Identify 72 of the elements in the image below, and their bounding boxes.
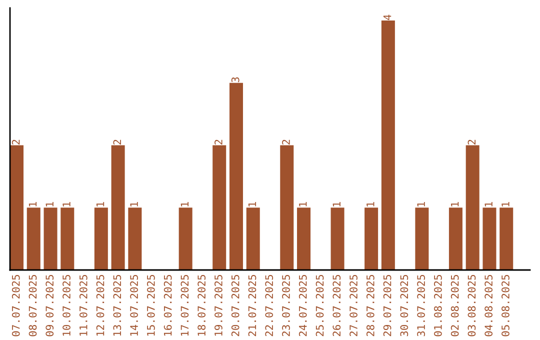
data-label: 2 [12,140,20,144]
x-tick-label: 15.07.2025 [146,275,155,336]
bar [44,208,58,270]
bar [10,145,24,270]
data-label: 2 [468,140,476,144]
bar [280,145,294,270]
bar [330,208,344,270]
x-tick-label: 03.08.2025 [468,275,476,336]
bar [448,208,462,270]
x-tick-label: 07.07.2025 [12,275,20,336]
x-tick-label: 13.07.2025 [113,275,122,336]
data-label: 1 [62,202,70,206]
x-tick-label: 25.07.2025 [316,275,324,336]
data-label: 1 [46,202,54,206]
x-tick-label: 23.07.2025 [282,275,290,336]
x-tick-label: 12.07.2025 [96,275,104,336]
data-label: 1 [96,202,104,206]
data-label: 2 [113,140,121,144]
x-tick-label: 17.07.2025 [180,275,189,336]
data-label: 1 [28,202,37,206]
x-tick-label: 28.07.2025 [366,275,374,336]
x-tick-label: 16.07.2025 [164,275,172,336]
bar [364,208,378,270]
x-tick-label: 30.07.2025 [400,275,408,336]
bar [26,208,40,270]
data-label: 1 [248,202,256,206]
x-tick-label: 14.07.2025 [130,275,138,336]
data-label: 2 [214,140,222,144]
x-tick-label: 04.08.2025 [484,275,493,336]
bar [128,208,142,270]
x-tick-label: 10.07.2025 [62,275,70,336]
data-label: 1 [366,202,374,206]
bar [111,145,125,270]
data-label: 1 [180,202,188,206]
bar [94,208,108,270]
bar [482,208,496,270]
bar [466,145,480,270]
bar [212,145,226,270]
data-label: 1 [451,202,459,206]
x-tick-label: 29.07.2025 [383,275,392,336]
x-tick-label: 27.07.2025 [350,275,358,336]
x-tick-label: 18.07.2025 [198,275,206,336]
x-tick-label: 02.08.2025 [450,275,459,336]
x-tick-label: 01.08.2025 [434,275,442,336]
x-tick-label: 26.07.2025 [332,275,341,336]
x-tick-label: 24.07.2025 [298,275,307,336]
bar [415,208,429,270]
bar [60,208,74,270]
x-tick-label: 21.07.2025 [248,275,256,336]
x-tick-label: 05.08.2025 [502,275,510,336]
x-tick-label: 08.07.2025 [28,275,37,336]
x-tick-label: 09.07.2025 [46,275,54,336]
bar [246,208,260,270]
data-label: 1 [299,202,307,206]
x-tick-label: 19.07.2025 [214,275,222,336]
x-tick-label: 11.07.2025 [79,275,88,336]
data-label: 3 [231,77,240,82]
bar [381,20,395,270]
bar [297,208,311,270]
data-label: 1 [130,202,138,206]
data-label: 2 [282,140,290,144]
data-label: 1 [502,202,510,206]
data-label: 1 [417,202,425,206]
bar [178,208,192,270]
x-tick-label: 20.07.2025 [231,275,240,336]
bar [229,82,243,270]
data-label: 1 [332,202,340,206]
bar [500,208,514,270]
data-label: 1 [484,202,492,206]
x-tick-label: 31.07.2025 [417,275,425,336]
data-label: 4 [383,14,392,20]
x-tick-label: 22.07.2025 [265,275,274,336]
